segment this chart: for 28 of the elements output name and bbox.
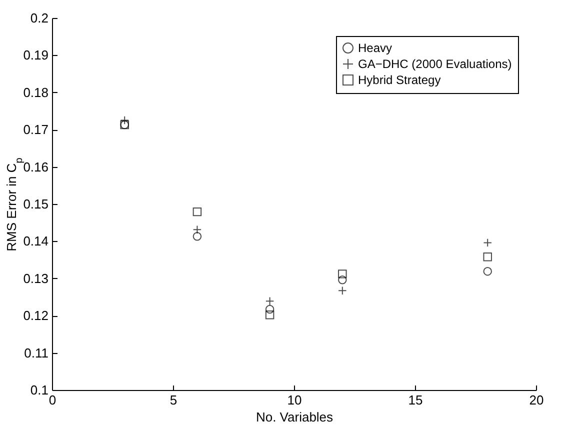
point bbox=[483, 266, 492, 276]
point bbox=[338, 276, 347, 284]
legend-label: GA−DHC (2000 Evaluations) bbox=[358, 57, 512, 71]
y-tick-label: 0.13 bbox=[23, 270, 48, 286]
legend-label: Heavy bbox=[358, 41, 392, 55]
legend-label: Hybrid Strategy bbox=[358, 73, 441, 87]
y-tick-label: 0.17 bbox=[23, 122, 48, 138]
point bbox=[265, 310, 274, 320]
y-tick-label: 0.16 bbox=[23, 159, 48, 174]
x-tick-label: 10 bbox=[287, 392, 302, 408]
point bbox=[192, 232, 202, 241]
y-tick-label: 0.19 bbox=[23, 48, 48, 63]
point bbox=[338, 270, 347, 278]
y-tick-label: 0.12 bbox=[23, 308, 48, 324]
y-tick-label: 0.18 bbox=[23, 84, 48, 100]
y-tick-label: 0.1 bbox=[30, 382, 48, 398]
x-tick-label: 15 bbox=[408, 392, 423, 408]
point bbox=[192, 207, 202, 216]
y-tick-label: 0.2 bbox=[30, 10, 48, 26]
point bbox=[483, 252, 492, 262]
x-axis-title: No. Variables bbox=[256, 410, 334, 424]
y-tick-label: 0.15 bbox=[23, 196, 48, 212]
x-tick-label: 20 bbox=[529, 392, 544, 408]
x-tick-label: 5 bbox=[170, 392, 178, 408]
y-tick-label: 0.11 bbox=[24, 345, 48, 360]
y-tick-label: 0.14 bbox=[23, 234, 48, 249]
x-tick-label: 0 bbox=[48, 392, 56, 408]
point bbox=[265, 304, 274, 314]
